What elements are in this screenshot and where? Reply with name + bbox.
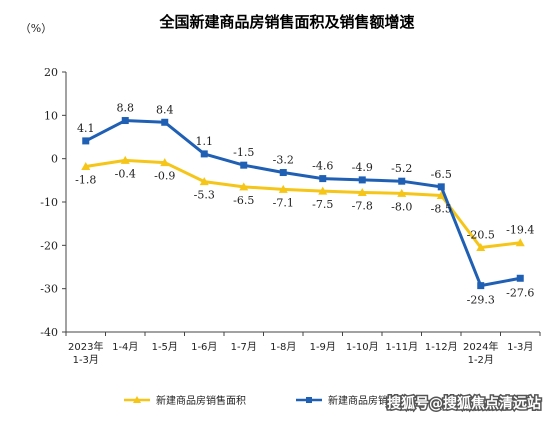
area-point [436, 191, 446, 199]
area-line [85, 158, 521, 249]
x-tick-label: 2023年 [68, 340, 103, 353]
amount-data-label: -3.2 [273, 154, 294, 167]
area-point [120, 155, 130, 164]
x-tick-label: 1-4月 [112, 341, 138, 353]
amount-data-label: -6.5 [431, 168, 452, 181]
data-labels: 4.1 8.8 8.4 1.1 -1.5 -3.2 -4.6 -4.9 -5.2 -6.5 -29.… [75, 102, 534, 307]
area-point [160, 158, 170, 167]
amount-point [200, 150, 208, 158]
amount-point [477, 282, 485, 290]
amount-point [161, 118, 169, 126]
y-tick-label: -20 [40, 239, 58, 252]
area-point [318, 186, 328, 195]
x-tick-label: 1-7月 [231, 341, 257, 353]
area-point [278, 184, 288, 193]
area-data-label: -6.5 [233, 194, 254, 207]
area-data-label: -7.1 [273, 196, 294, 209]
x-tick-label: 1-3月 [507, 341, 533, 353]
area-data-label: -8.5 [431, 203, 452, 216]
legend-swatch-marker [306, 397, 312, 403]
amount-point [398, 177, 406, 185]
area-data-label: -5.3 [194, 189, 215, 202]
x-tick-label: 1-3月 [73, 354, 99, 366]
x-tick-label: 1-2月 [468, 354, 494, 366]
x-tick-label: 2024年 [463, 340, 498, 353]
y-tick-label: 10 [44, 109, 58, 122]
amount-point [279, 169, 287, 177]
chart-title: 全国新建商品房销售面积及销售额增速 [158, 13, 414, 31]
x-tick-label: 1-11月 [385, 341, 418, 353]
y-tick-label: -10 [40, 196, 58, 209]
x-tick-label: 1-10月 [346, 341, 379, 353]
x-tick-label: 1-8月 [270, 341, 296, 353]
x-tick-label: 1-12月 [425, 341, 458, 353]
legend-swatch-marker [133, 396, 141, 403]
amount-data-label: 1.1 [196, 135, 214, 148]
y-tick-label: -40 [40, 326, 58, 339]
series-area-line [81, 155, 525, 251]
amount-point [82, 137, 90, 145]
series-amount-line [82, 117, 524, 290]
y-tick-label: 20 [44, 66, 58, 79]
amount-data-label: 8.4 [156, 103, 174, 116]
amount-data-label: -27.6 [506, 286, 534, 299]
area-data-label: -1.8 [75, 173, 96, 186]
area-point [397, 188, 407, 197]
area-data-label: -19.4 [506, 224, 534, 237]
area-point [199, 177, 209, 186]
y-unit-label: （%） [20, 22, 52, 35]
y-tick-label: 0 [51, 153, 58, 166]
watermark-text: 搜狐号@搜狐焦点清远站 [387, 395, 541, 412]
legend-label: 新建商品房销售额 [328, 394, 408, 407]
area-point [81, 161, 91, 170]
area-data-label: -0.4 [115, 167, 136, 180]
amount-line [85, 119, 521, 288]
amount-data-label: -5.2 [391, 162, 412, 175]
legend-label: 新建商品房销售面积 [156, 394, 246, 407]
amount-data-label: 8.8 [117, 102, 135, 115]
amount-data-label: -1.5 [233, 146, 254, 159]
x-tick-label: 1-9月 [310, 341, 336, 353]
watermark: 搜狐号@搜狐焦点清远站 [386, 394, 543, 414]
area-data-label: -20.5 [467, 229, 495, 242]
area-point [239, 182, 249, 191]
y-tick-label: -30 [40, 283, 58, 296]
amount-data-label: 4.1 [77, 122, 95, 135]
area-data-label: -8.0 [391, 200, 412, 213]
amount-data-label: -29.3 [467, 294, 495, 307]
amount-point [437, 183, 445, 191]
area-point [357, 187, 367, 196]
x-tick-label: 1-6月 [191, 341, 217, 353]
area-data-label: -7.5 [312, 198, 333, 211]
amount-point [121, 117, 129, 125]
area-point [515, 238, 525, 247]
area-point [476, 243, 486, 251]
area-data-label: -0.9 [154, 170, 175, 183]
x-tick-label: 1-5月 [152, 341, 178, 353]
amount-point [319, 175, 327, 183]
legend: 新建商品房销售面积 新建商品房销售额 [124, 394, 408, 407]
area-data-label: -7.8 [352, 199, 373, 212]
amount-point [240, 161, 248, 169]
amount-point [516, 274, 524, 282]
amount-data-label: -4.9 [352, 161, 373, 174]
amount-data-label: -4.6 [312, 160, 333, 173]
amount-point [358, 176, 366, 184]
